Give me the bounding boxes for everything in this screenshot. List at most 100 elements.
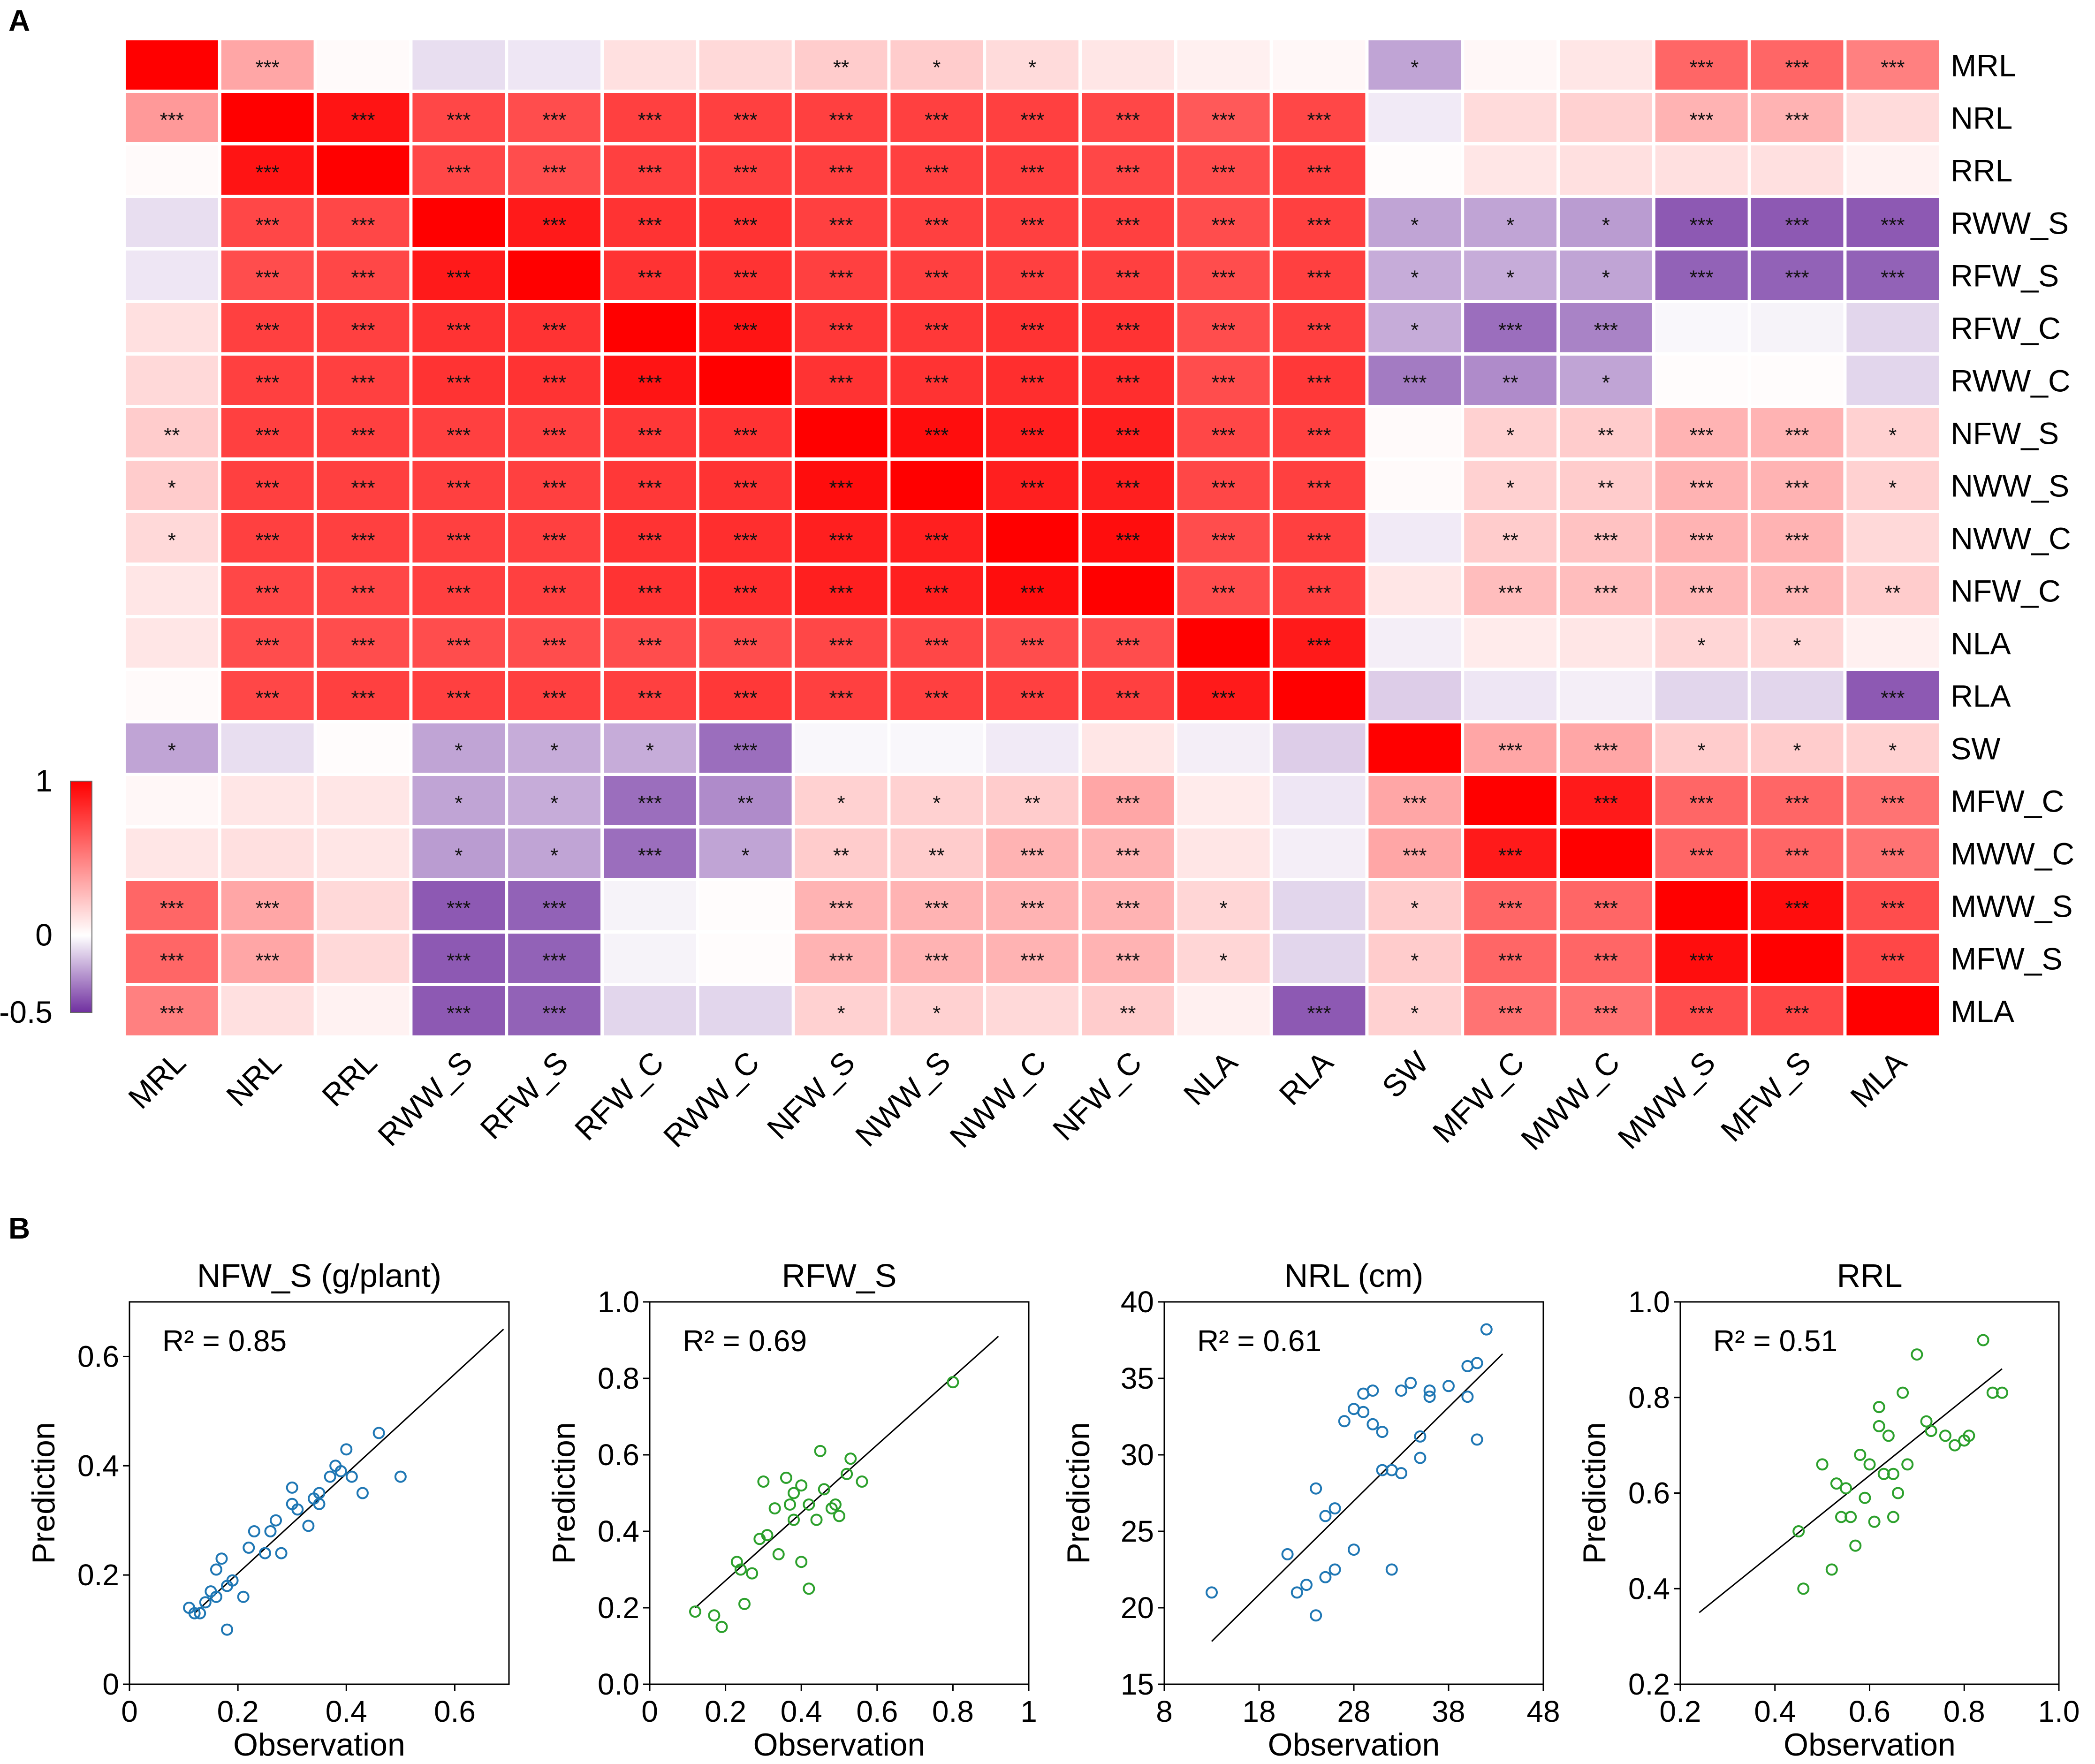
scatter-title: RFW_S (782, 1257, 897, 1294)
heatmap-cell (1368, 986, 1461, 1035)
significance-mark: *** (925, 529, 949, 552)
data-point (1461, 1391, 1474, 1403)
significance-mark: *** (1881, 844, 1905, 867)
heatmap-cell (221, 461, 314, 510)
heatmap-cell (317, 618, 410, 668)
heatmap-cell (986, 776, 1078, 825)
heatmap-cell (1273, 303, 1366, 352)
data-point (1310, 1482, 1322, 1495)
significance-mark: *** (1881, 56, 1905, 79)
significance-mark: *** (1020, 266, 1044, 289)
significance-mark: *** (1690, 1002, 1714, 1025)
x-tick-label: 0 (641, 1695, 658, 1728)
heatmap-cell (1177, 934, 1270, 983)
significance-mark: *** (1498, 582, 1522, 605)
x-tick-label: 0 (121, 1695, 138, 1728)
significance-mark: *** (1594, 529, 1618, 552)
data-point (1797, 1582, 1810, 1595)
y-tick-label: 0.6 (1628, 1476, 1670, 1510)
heatmap-cell (126, 303, 218, 352)
heatmap-cell (1846, 723, 1939, 773)
significance-mark: * (455, 739, 463, 762)
y-tick-label: 30 (1121, 1438, 1154, 1472)
significance-mark: *** (638, 266, 662, 289)
heatmap-cell (1560, 356, 1652, 405)
significance-mark: *** (1212, 687, 1236, 710)
significance-mark: *** (734, 477, 758, 500)
heatmap-row-label: RRL (1951, 153, 2012, 188)
significance-mark: *** (447, 266, 471, 289)
data-point (1471, 1357, 1483, 1369)
x-axis-label: Observation (1268, 1727, 1440, 1763)
significance-mark: *** (351, 424, 375, 447)
significance-mark: *** (734, 424, 758, 447)
data-point (1939, 1429, 1951, 1442)
significance-mark: * (1028, 56, 1036, 79)
significance-mark: *** (638, 477, 662, 500)
data-point (1911, 1348, 1923, 1361)
heatmap-cell (1846, 776, 1939, 825)
significance-mark: *** (638, 109, 662, 132)
heatmap-cell (1177, 356, 1270, 405)
heatmap-cell (126, 356, 218, 405)
significance-mark: *** (1881, 266, 1905, 289)
heatmap-cell (795, 618, 888, 668)
heatmap-cell (986, 461, 1078, 510)
significance-mark: *** (925, 582, 949, 605)
data-point (1338, 1415, 1351, 1428)
data-point (814, 1445, 827, 1457)
heatmap-cell (1846, 251, 1939, 300)
data-point (1319, 1510, 1332, 1522)
heatmap-cell (1082, 356, 1174, 405)
significance-mark: *** (256, 529, 280, 552)
colorbar-tick-label: 1 (35, 763, 53, 798)
data-point (1830, 1477, 1843, 1490)
y-tick-label: 40 (1121, 1285, 1154, 1319)
significance-mark: *** (1020, 582, 1044, 605)
heatmap-cell (1751, 829, 1844, 878)
scatter-title: NRL (cm) (1284, 1257, 1424, 1294)
heatmap-cell (699, 356, 792, 405)
x-tick-label: 38 (1432, 1695, 1465, 1728)
x-axis-label: Observation (233, 1727, 405, 1763)
heatmap-cell (317, 408, 410, 457)
significance-mark: *** (1212, 214, 1236, 237)
heatmap-cell (795, 723, 888, 773)
significance-mark: *** (542, 1002, 566, 1025)
heatmap-cell (126, 776, 218, 825)
significance-mark: *** (1307, 319, 1331, 342)
data-point (243, 1541, 255, 1554)
significance-mark: *** (1212, 372, 1236, 395)
data-point (302, 1520, 315, 1532)
data-point (780, 1471, 792, 1484)
heatmap-cell (604, 198, 696, 247)
data-point (761, 1529, 774, 1542)
heatmap-cell (1560, 93, 1652, 142)
heatmap-cell (986, 881, 1078, 930)
data-point (1328, 1563, 1341, 1576)
significance-mark: *** (1020, 424, 1044, 447)
significance-mark: *** (447, 582, 471, 605)
heatmap-row-label: MLA (1951, 994, 2014, 1029)
heatmap-row-label: SW (1951, 731, 2001, 766)
colorbar-tick-label: -0.5 (0, 995, 53, 1029)
heatmap-cell (508, 618, 600, 668)
y-tick-label: 15 (1121, 1667, 1154, 1701)
data-point (194, 1607, 206, 1620)
y-tick-label: 0 (102, 1667, 119, 1701)
heatmap-cell (412, 986, 505, 1035)
significance-mark: *** (542, 582, 566, 605)
significance-mark: *** (829, 529, 853, 552)
heatmap-cell (221, 776, 314, 825)
heatmap-cell (1560, 723, 1652, 773)
data-point (324, 1470, 336, 1483)
data-point (1949, 1439, 1961, 1452)
y-tick-label: 0.4 (1628, 1572, 1670, 1605)
data-point (1901, 1458, 1914, 1471)
heatmap-cell (1082, 408, 1174, 457)
significance-mark: *** (1212, 161, 1236, 184)
data-point (738, 1597, 751, 1610)
significance-mark: *** (638, 214, 662, 237)
data-point (1873, 1420, 1885, 1432)
heatmap-cell (126, 618, 218, 668)
